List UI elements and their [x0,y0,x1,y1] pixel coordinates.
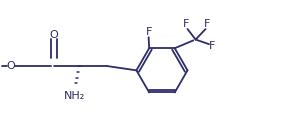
Text: F: F [183,19,190,29]
Text: F: F [204,19,210,29]
Text: O: O [6,61,15,71]
Text: NH₂: NH₂ [64,91,86,101]
Text: O: O [49,30,58,40]
Text: F: F [145,27,152,37]
Text: F: F [209,41,215,51]
